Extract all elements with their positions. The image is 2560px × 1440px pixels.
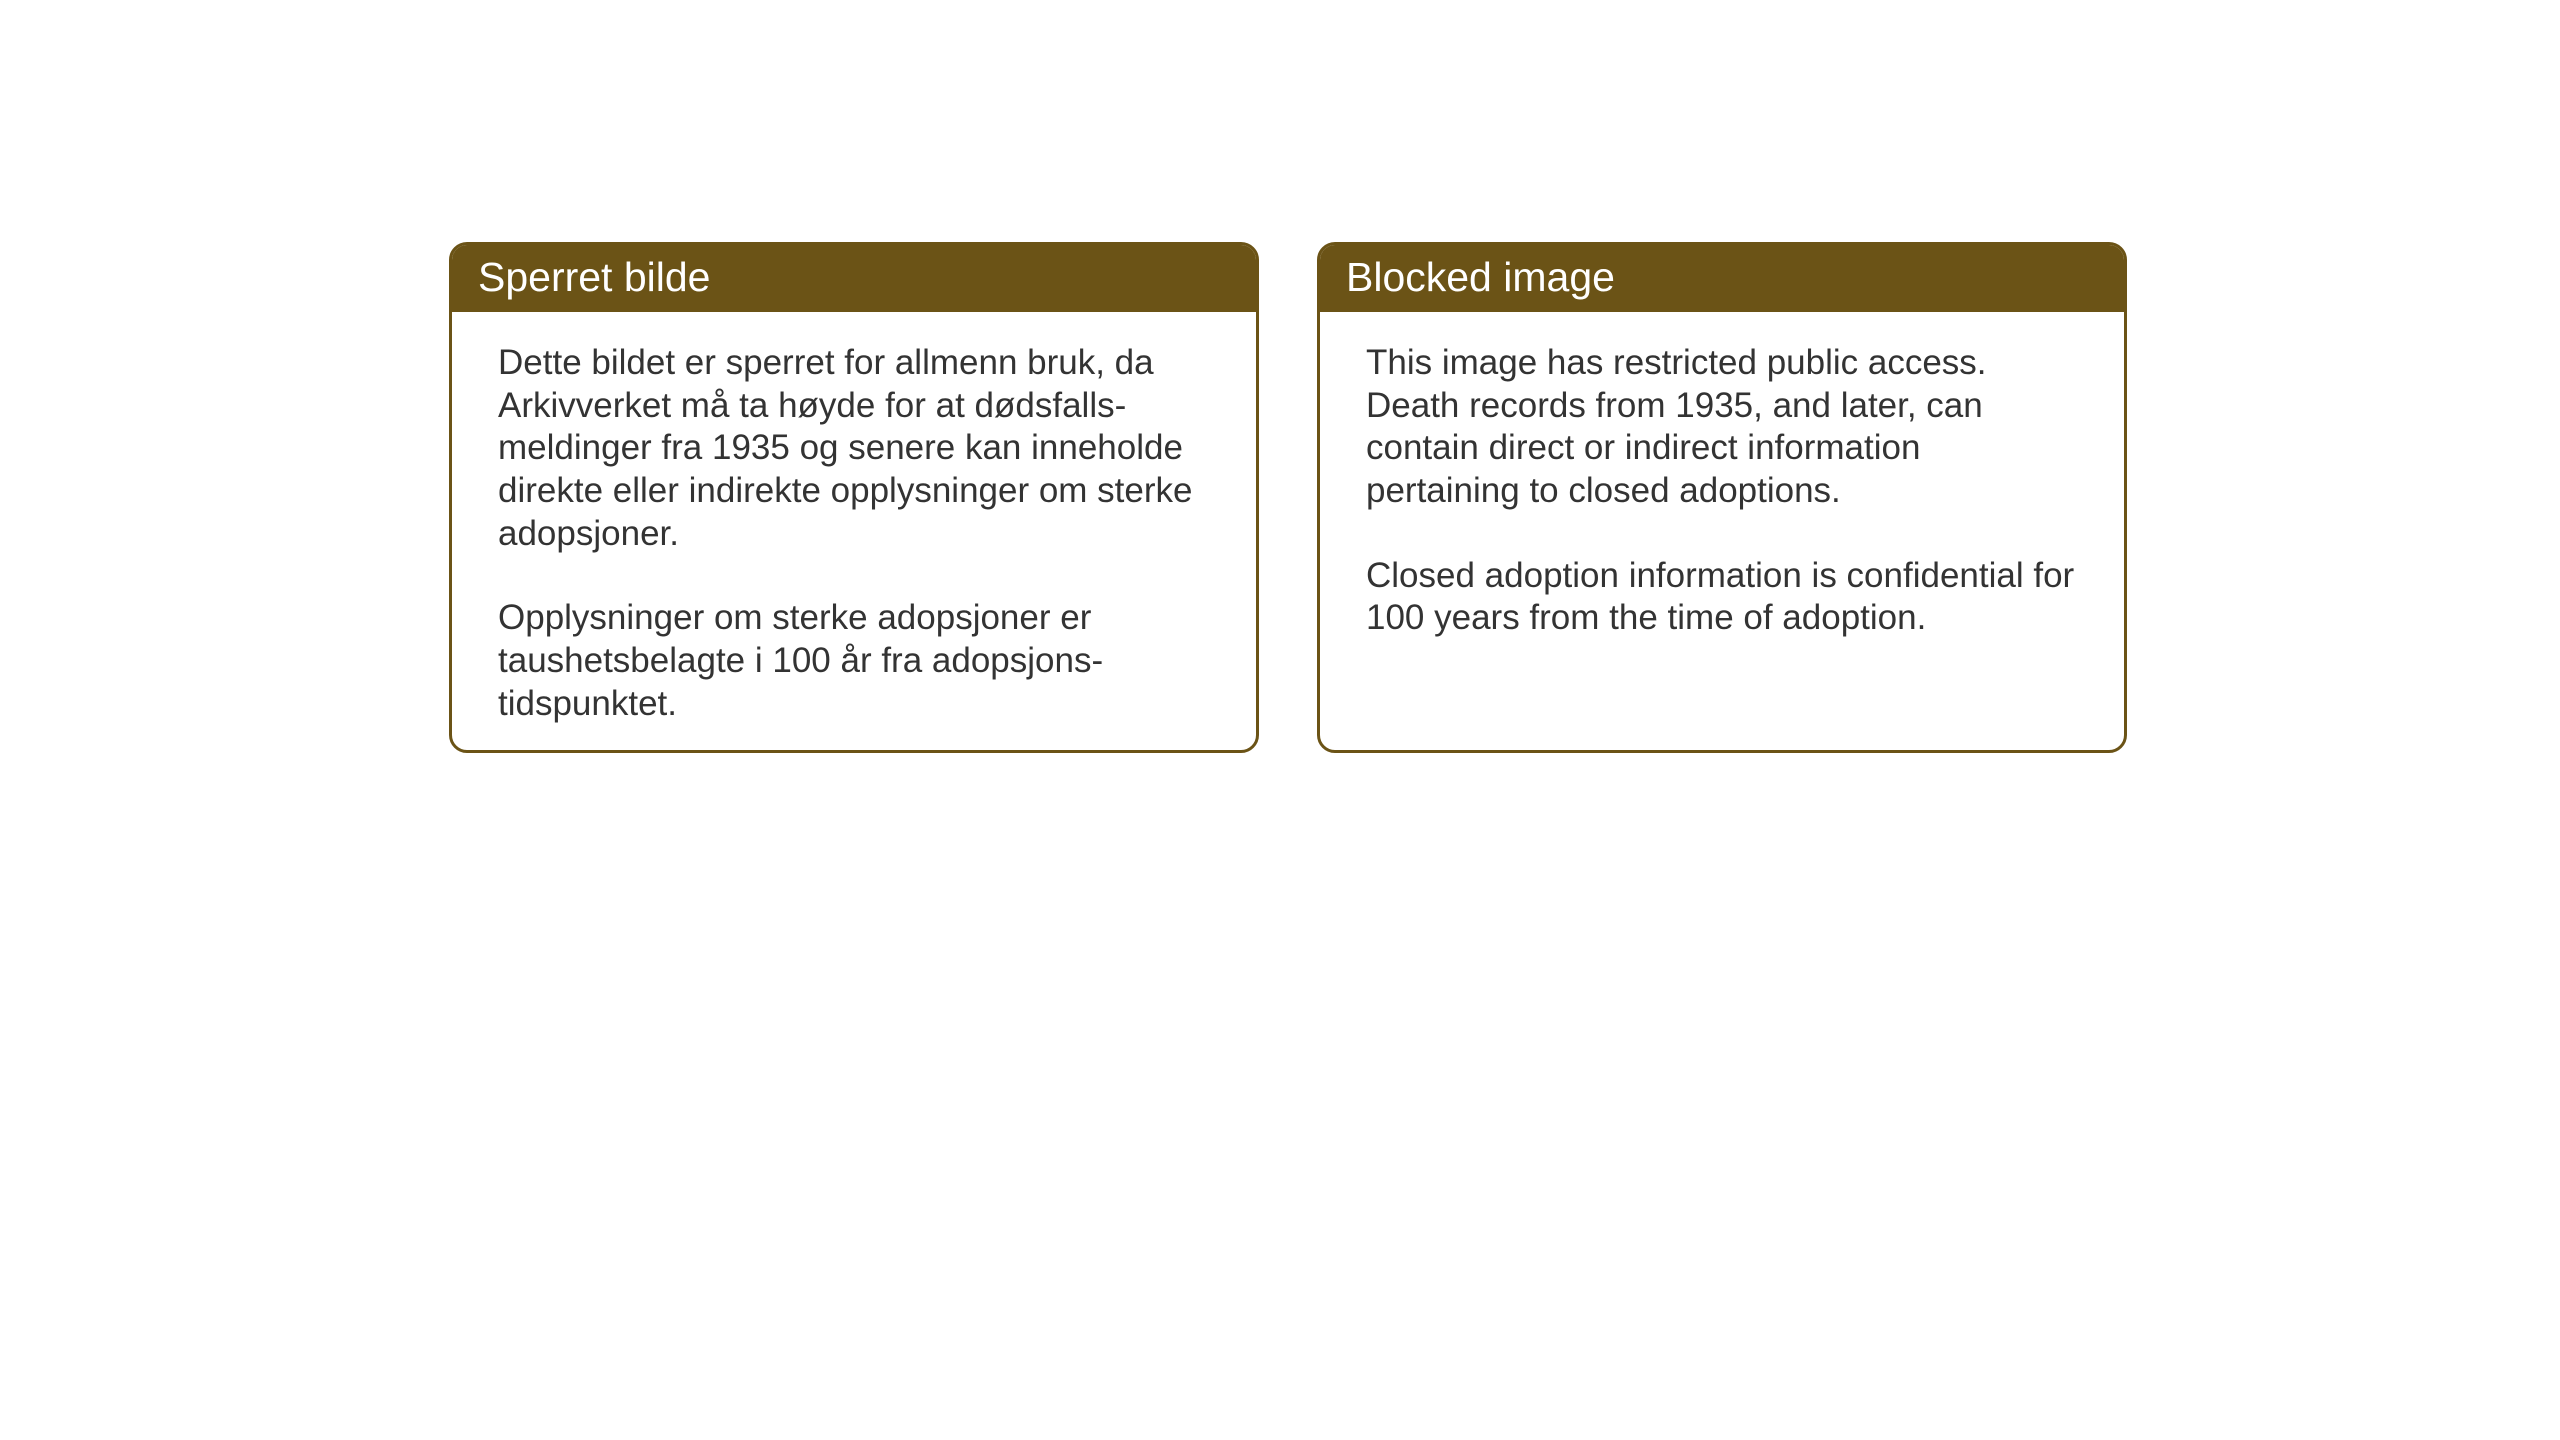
card-body-english: This image has restricted public access.… xyxy=(1320,312,2124,670)
paragraph-2-english: Closed adoption information is confident… xyxy=(1366,555,2078,640)
notice-card-norwegian: Sperret bilde Dette bildet er sperret fo… xyxy=(449,242,1259,753)
notice-cards-container: Sperret bilde Dette bildet er sperret fo… xyxy=(449,242,2127,753)
paragraph-1-norwegian: Dette bildet er sperret for allmenn bruk… xyxy=(498,342,1210,555)
paragraph-2-norwegian: Opplysninger om sterke adopsjoner er tau… xyxy=(498,597,1210,725)
notice-card-english: Blocked image This image has restricted … xyxy=(1317,242,2127,753)
paragraph-1-english: This image has restricted public access.… xyxy=(1366,342,2078,513)
card-title-english: Blocked image xyxy=(1320,245,2124,312)
card-title-norwegian: Sperret bilde xyxy=(452,245,1256,312)
card-body-norwegian: Dette bildet er sperret for allmenn bruk… xyxy=(452,312,1256,753)
